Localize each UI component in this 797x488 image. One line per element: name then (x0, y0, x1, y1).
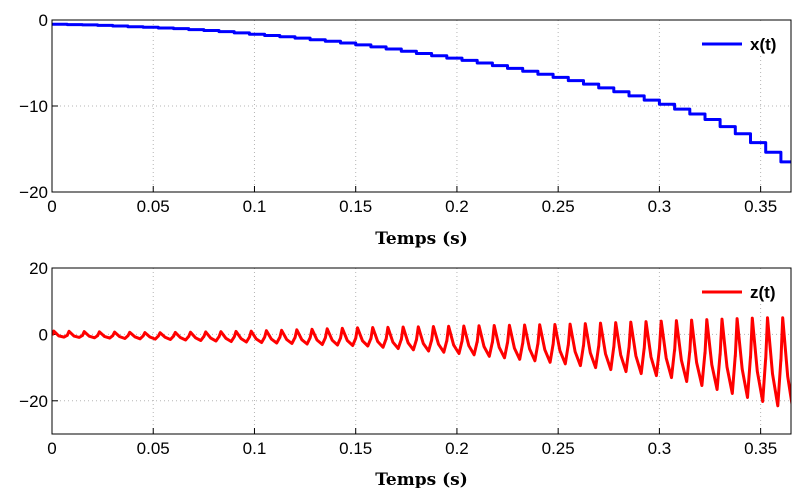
x-tick-label: 0 (47, 439, 56, 458)
y-tick-label: −20 (19, 392, 48, 411)
axes-frame (51, 267, 792, 435)
series-marks (52, 22, 791, 164)
legend-label-x: x(t) (750, 35, 776, 54)
x-tick-label: 0.15 (339, 439, 372, 458)
x-tick-label: 0 (47, 197, 56, 216)
x-tick-label: 0.05 (137, 197, 170, 216)
y-tick-labels: 20 0 −20 (19, 259, 48, 411)
x-tick-label: 0.3 (648, 439, 672, 458)
x-axis-label: Temps (s) (375, 229, 468, 249)
x-tick-label: 0.1 (243, 439, 267, 458)
x-tick-labels: 0 0.05 0.1 0.15 0.2 0.25 0.3 0.35 (47, 197, 777, 216)
chart-z-of-t: 0 0.05 0.1 0.15 0.2 0.25 0.3 0.35 20 0 −20 Temps … (19, 259, 792, 488)
x-tick-label: 0.15 (339, 197, 372, 216)
x-tick-label: 0.1 (243, 197, 267, 216)
x-tick-label: 0.25 (542, 439, 575, 458)
x-tick-label: 0.2 (445, 439, 469, 458)
x-tick-label: 0.35 (744, 439, 777, 458)
x-axis-label: Temps (s) (375, 470, 468, 488)
legend-box (698, 21, 790, 55)
y-tick-label: −20 (19, 183, 48, 202)
y-tick-label: −10 (19, 97, 48, 116)
legend: x(t) (698, 21, 790, 55)
legend-box (698, 269, 790, 303)
plot-area (51, 19, 792, 193)
y-tick-labels: 0 −10 −20 (19, 11, 48, 202)
x-tick-label: 0.2 (445, 197, 469, 216)
legend-label-z: z(t) (750, 283, 775, 302)
x-tick-label: 0.05 (137, 439, 170, 458)
x-tick-label: 0.3 (648, 197, 672, 216)
axes-frame (51, 19, 792, 193)
series-line-zt (52, 316, 791, 408)
x-tick-label: 0.25 (542, 197, 575, 216)
x-tick-label: 0.35 (744, 197, 777, 216)
chart-x-of-t: 0 0.05 0.1 0.15 0.2 0.25 0.3 0.35 0 −10 −20 Temps… (19, 11, 792, 249)
plot-area (51, 267, 792, 435)
legend: z(t) (698, 269, 790, 303)
series-marks (52, 316, 791, 408)
y-tick-label: 0 (39, 11, 48, 30)
x-tick-labels: 0 0.05 0.1 0.15 0.2 0.25 0.3 0.35 (47, 439, 777, 458)
y-tick-label: 0 (39, 325, 48, 344)
y-tick-label: 20 (29, 259, 48, 278)
series-line-xt (52, 22, 791, 164)
